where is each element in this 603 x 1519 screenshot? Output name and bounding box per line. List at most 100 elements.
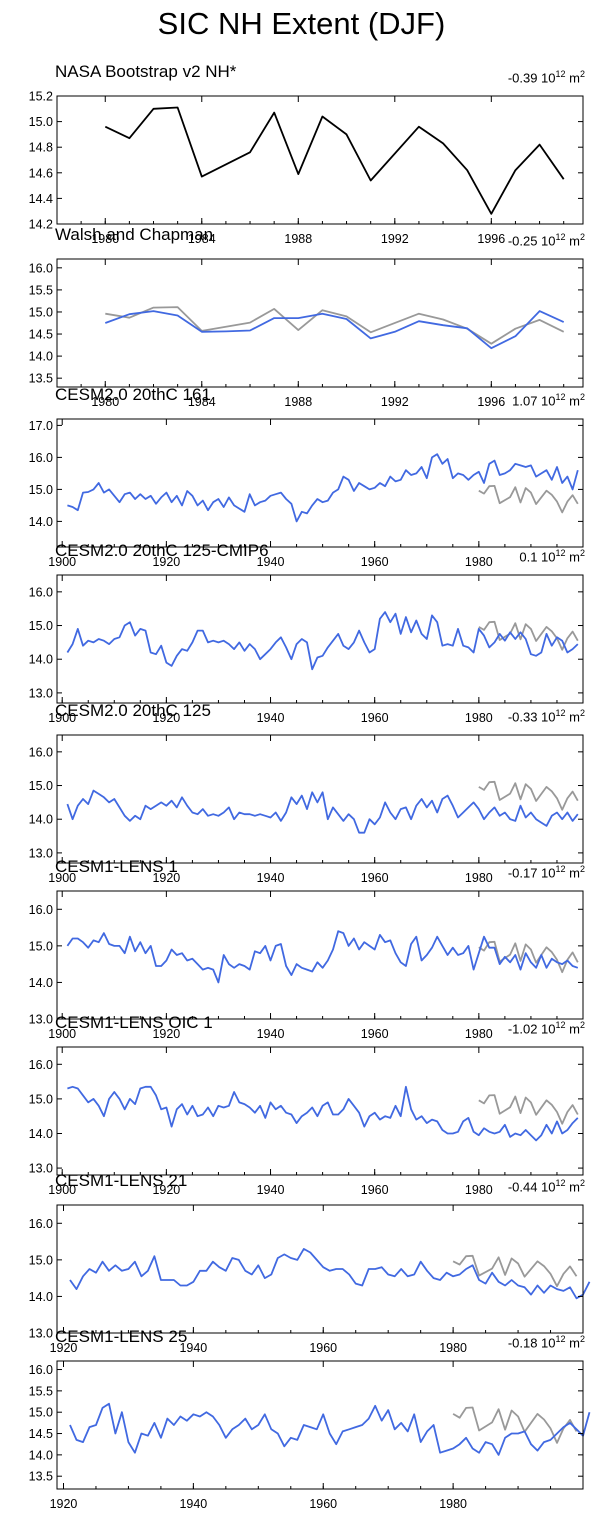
series-line [69,1248,591,1300]
chart-panel: Walsh and Chapman -0.25 1012 m2 13.5 14.0 14… [0,225,603,409]
series-line [66,611,579,671]
y-tick-label: 13.0 [29,686,53,700]
y-tick-label: 16.0 [29,585,53,599]
y-tick-label: 15.0 [29,483,53,497]
series-line [66,789,579,834]
series-line [67,453,579,523]
reference-series-line [478,1094,579,1125]
x-tick-label: 1980 [465,711,493,725]
panel-title: NASA Bootstrap v2 NH* [55,62,237,81]
y-tick-label: 16.0 [29,745,53,759]
x-tick-label: 1900 [48,871,76,885]
x-tick-label: 1980 [465,871,493,885]
y-tick-label: 16.0 [29,1363,53,1377]
x-tick-label: 1980 [465,1183,493,1197]
figure-title: SIC NH Extent (DJF) [157,6,446,41]
x-tick-label: 1920 [152,711,180,725]
x-tick-label: 1960 [361,871,389,885]
x-tick-label: 1940 [257,555,285,569]
y-tick-label: 13.0 [29,846,53,860]
y-tick-label: 16.0 [29,903,53,917]
trend-label: -1.02 1012 m2 [507,1020,585,1037]
plot-frame [56,890,584,1020]
chart-panel: CESM1-LENS 25 -0.18 1012 m2 13.5 14.0 14.5 15… [0,1327,603,1511]
y-tick-label: 14.2 [29,218,53,232]
y-tick-label: 14.0 [29,813,53,827]
x-tick-label: 1920 [152,1183,180,1197]
x-tick-label: 1996 [477,395,505,409]
y-tick-label: 14.4 [29,192,53,206]
series-line [66,930,579,984]
x-tick-label: 1940 [257,1183,285,1197]
chart-svg: 13.0 14.0 15.0 16.0 1900 1920 1940 1960 1980 [29,890,584,1041]
x-tick-label: 1900 [48,1027,76,1041]
chart-panel: NASA Bootstrap v2 NH* -0.39 1012 m2 14.2 14… [0,62,603,246]
chart-svg: 14.2 14.4 14.6 14.8 15.0 15.2 1980 1984 1988 1992… [29,90,584,246]
trend-label: -0.17 1012 m2 [507,864,585,881]
y-tick-label: 15.0 [29,619,53,633]
x-tick-label: 1940 [179,1341,207,1355]
panel-title: CESM2.0 20thC 125-CMIP6 [55,541,269,560]
chart-svg: 13.0 14.0 15.0 16.0 1920 1940 1960 1980 [29,1204,591,1355]
panel-title: CESM1-LENS OIC 1 [55,1013,213,1032]
x-tick-label: 1900 [48,555,76,569]
plot-frame [56,95,584,225]
plot-frame [56,258,584,388]
y-tick-label: 16.0 [29,261,53,275]
y-tick-label: 16.0 [29,1058,53,1072]
series-line [104,106,565,215]
x-tick-label: 1940 [257,871,285,885]
y-tick-label: 14.0 [29,653,53,667]
x-tick-label: 1992 [381,395,409,409]
x-tick-label: 1960 [361,555,389,569]
y-tick-label: 15.0 [29,939,53,953]
y-tick-label: 15.0 [29,1406,53,1420]
y-tick-label: 15.0 [29,1253,53,1267]
x-tick-label: 1900 [48,711,76,725]
panel-title: CESM1-LENS 21 [55,1171,188,1190]
x-tick-label: 1980 [439,1497,467,1511]
x-tick-label: 1940 [257,711,285,725]
trend-label: 0.1 1012 m2 [519,548,585,565]
y-tick-label: 15.5 [29,1384,53,1398]
y-tick-label: 14.5 [29,1427,53,1441]
x-tick-label: 1920 [50,1341,78,1355]
series-line [69,1402,591,1456]
y-tick-label: 15.2 [29,90,53,104]
chart-svg: 13.0 14.0 15.0 16.0 1900 1920 1940 1960 1980 [29,574,584,725]
trend-label: -0.33 1012 m2 [507,708,585,725]
y-tick-label: 17.0 [29,419,53,433]
y-tick-label: 15.0 [29,779,53,793]
series-line [104,310,565,350]
y-tick-label: 14.8 [29,141,53,155]
reference-series-line [452,1254,578,1288]
x-tick-label: 1984 [188,232,216,246]
x-tick-label: 1900 [48,1183,76,1197]
y-tick-label: 13.0 [29,1013,53,1027]
trend-label: -0.18 1012 m2 [507,1334,585,1351]
panel-title: CESM1-LENS 1 [55,857,178,876]
reference-series-line [452,1406,578,1444]
reference-series-line [105,306,565,345]
y-tick-label: 13.5 [29,1470,53,1484]
chart-svg: 13.5 14.0 14.5 15.0 15.5 16.0 1980 1984 1988 1992… [29,258,584,409]
chart-svg: 13.5 14.0 14.5 15.0 15.5 16.0 1920 1940 1960 1980 [29,1360,591,1511]
x-tick-label: 1940 [179,1497,207,1511]
x-tick-label: 1980 [91,232,119,246]
x-tick-label: 1984 [188,395,216,409]
y-tick-label: 14.6 [29,166,53,180]
y-tick-label: 14.0 [29,1448,53,1462]
x-tick-label: 1980 [465,555,493,569]
series-line [67,1085,579,1142]
trend-label: 1.07 1012 m2 [512,392,585,409]
reference-series-line [478,940,579,974]
x-tick-label: 1996 [477,232,505,246]
x-tick-label: 1920 [152,555,180,569]
panel-title: CESM2.0 20thC 161 [55,385,211,404]
plot-frame [56,574,584,704]
chart-panel: CESM1-LENS OIC 1 -1.02 1012 m2 13.0 14.0 15.… [0,1013,603,1197]
reference-series-line [478,780,579,811]
panel-title: CESM1-LENS 25 [55,1327,188,1346]
y-tick-label: 15.5 [29,283,53,297]
x-tick-label: 1960 [309,1341,337,1355]
